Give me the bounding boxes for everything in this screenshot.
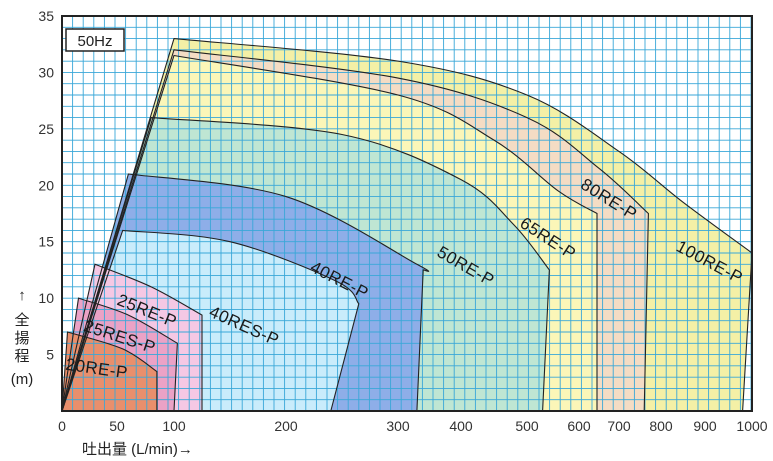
y-axis-title: ↑ 全 揚 程 (m) [11, 287, 34, 388]
zone-outline-25res-p [61, 297, 178, 412]
x-tick-label-1000: 1000 [736, 418, 767, 434]
y-axis-title-char-3: 程 [14, 348, 29, 365]
zone-outline-65re-p [61, 54, 598, 412]
x-tick-label-300: 300 [386, 418, 410, 434]
y-tick-label-20: 20 [38, 177, 54, 193]
x-tick-label-600: 600 [567, 418, 591, 434]
frequency-badge-box [65, 28, 125, 52]
x-tick-label-800: 800 [649, 418, 673, 434]
y-axis-title-char-2: 揚 [14, 330, 29, 347]
zone-outlines [61, 37, 753, 412]
zone-outline-25re-p [61, 263, 203, 412]
zone-outline-40re-p [61, 173, 430, 412]
zone-outline-40res-p [61, 229, 360, 412]
y-tick-label-25: 25 [38, 121, 54, 137]
x-tick-label-900: 900 [693, 418, 717, 434]
x-tick-label-700: 700 [607, 418, 631, 434]
y-tick-label-15: 15 [38, 234, 54, 250]
x-tick-label-100: 100 [162, 418, 186, 434]
x-tick-label-200: 200 [274, 418, 298, 434]
zone-outline-50re-p [61, 116, 550, 412]
y-tick-label-10: 10 [38, 290, 54, 306]
plot-frame [61, 15, 753, 412]
y-axis-unit: (m) [11, 371, 34, 388]
zone-20re-p [62, 332, 157, 411]
y-axis-title-arrow: ↑ [18, 287, 26, 304]
zone-outline-80re-p [61, 49, 649, 412]
axis-ticks: 0 50 100 200 300 400 500 600 700 800 900 1000 5 10 15 2… [38, 8, 767, 434]
y-axis-title-char-1: 全 [14, 311, 29, 329]
zone-outline-20re-p [61, 331, 158, 412]
x-tick-label-50: 50 [109, 418, 125, 434]
zone-outline-100re-p [61, 37, 753, 412]
x-tick-label-400: 400 [449, 418, 473, 434]
x-axis-title: 吐出量 (L/min)→ [82, 441, 193, 458]
frequency-badge-label: 50Hz [77, 33, 112, 50]
y-tick-label-30: 30 [38, 64, 54, 80]
x-tick-label-500: 500 [515, 418, 539, 434]
plot-border [61, 15, 753, 412]
x-tick-label-0: 0 [58, 418, 66, 434]
y-tick-label-35: 35 [38, 8, 54, 24]
y-tick-label-5: 5 [46, 347, 54, 363]
frequency-badge: 50Hz [65, 28, 125, 52]
